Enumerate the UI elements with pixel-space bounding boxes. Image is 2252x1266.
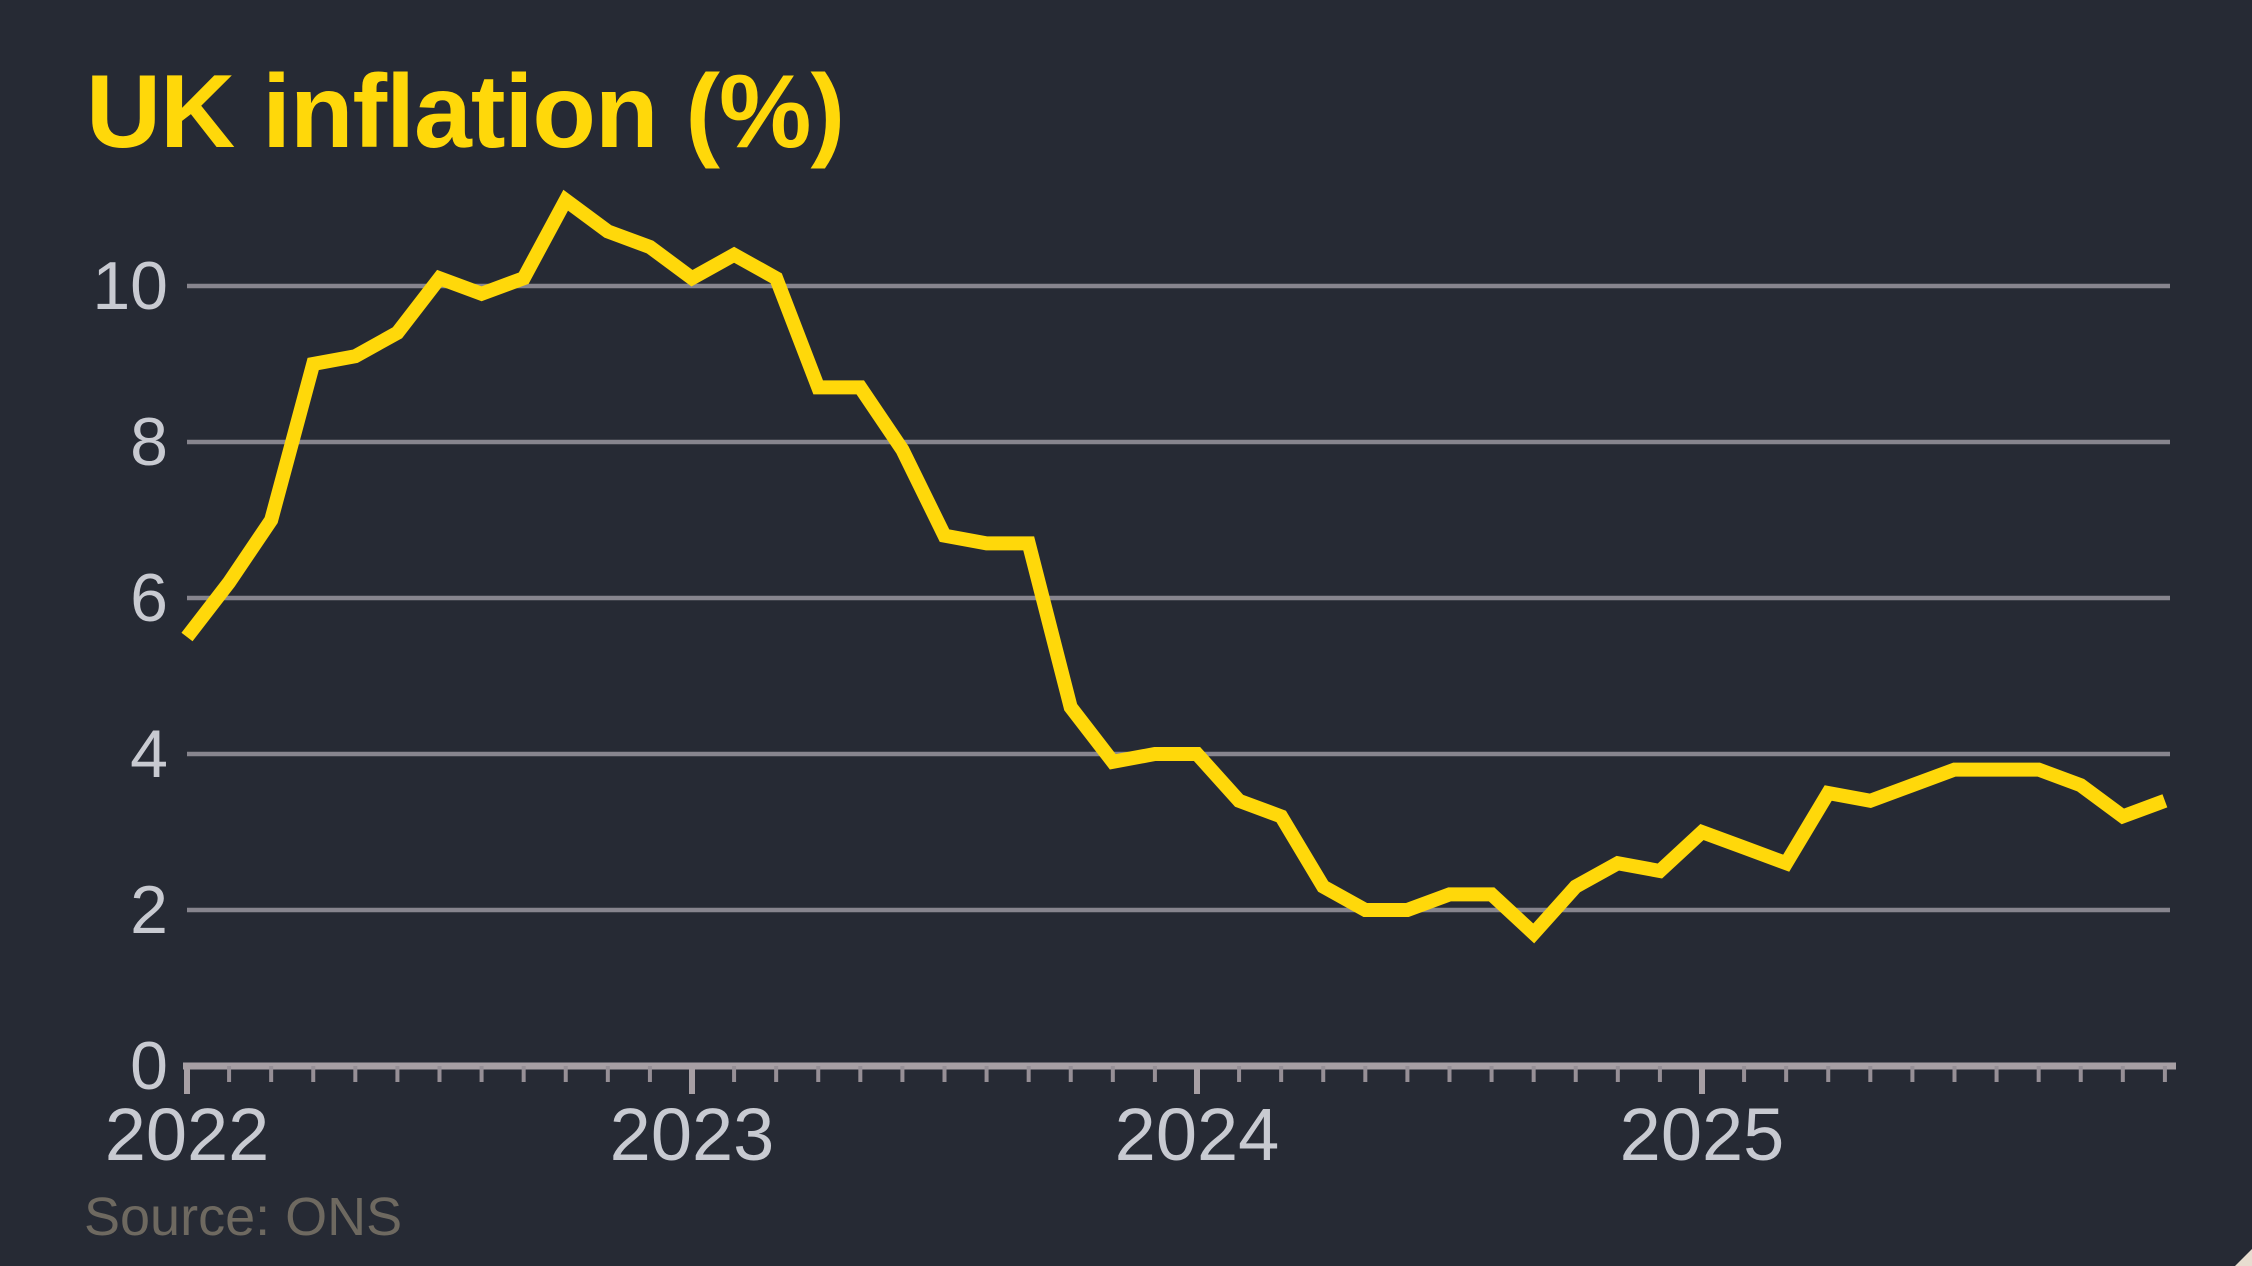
gridlines bbox=[187, 283, 2170, 913]
x-tick-label-2022: 2022 bbox=[104, 1093, 270, 1176]
x-tick-label-2024: 2024 bbox=[1114, 1093, 1280, 1176]
y-tick-label-8: 8 bbox=[130, 404, 168, 480]
chart-title: UK inflation (%) bbox=[86, 54, 845, 170]
y-tick-label-2: 2 bbox=[130, 872, 168, 948]
x-axis-ticks bbox=[184, 1066, 2167, 1094]
y-tick-label-4: 4 bbox=[130, 716, 168, 792]
inflation-line-series bbox=[181, 189, 2168, 944]
y-tick-label-0: 0 bbox=[130, 1028, 168, 1104]
x-tick-label-2023: 2023 bbox=[609, 1093, 775, 1176]
source-note: Source: ONS bbox=[84, 1187, 403, 1247]
y-tick-label-6: 6 bbox=[130, 560, 168, 636]
x-tick-label-2025: 2025 bbox=[1619, 1093, 1785, 1176]
y-tick-label-10: 10 bbox=[92, 248, 168, 324]
resize-handle-icon bbox=[2235, 1249, 2252, 1266]
